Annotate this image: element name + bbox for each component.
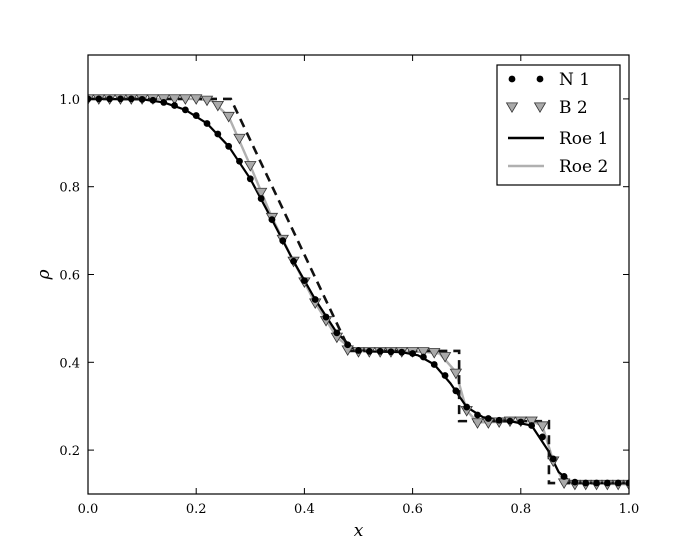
b2-marker xyxy=(200,95,214,107)
b2-marker xyxy=(211,100,225,112)
x-tick-label: 0.6 xyxy=(402,502,423,517)
b2-marker xyxy=(222,111,235,123)
n1-marker xyxy=(463,403,471,411)
series-line-dashed xyxy=(88,97,629,485)
n1-marker xyxy=(311,296,319,303)
b2-marker xyxy=(254,187,268,199)
n1-marker xyxy=(398,348,406,356)
legend: N 1 B 2 Roe 1 Roe 2 xyxy=(496,64,621,186)
n1-marker xyxy=(138,95,146,103)
n1-marker xyxy=(117,95,124,103)
x-tick-label: 0.4 xyxy=(294,502,315,517)
b2-marker xyxy=(244,161,257,172)
n1-marker xyxy=(614,479,622,487)
n1-marker xyxy=(149,96,157,104)
b2-marker xyxy=(233,133,246,145)
n1-marker xyxy=(376,347,384,355)
n1-marker xyxy=(441,372,449,379)
axis-tick-labels: 0.0 0.2 0.4 0.6 0.8 1.0 0.2 0.4 0.6 0.8 1.0 xyxy=(59,93,639,517)
legend-b2-marker xyxy=(533,102,547,114)
legend-label: Roe 1 xyxy=(559,129,608,149)
b2-marker xyxy=(449,368,463,380)
legend-n1-marker xyxy=(536,75,544,83)
n1-marker xyxy=(127,95,135,103)
x-tick-label: 0.8 xyxy=(510,502,531,517)
x-axis-label: x xyxy=(354,521,364,541)
legend-n1-marker xyxy=(508,75,516,83)
n1-marker xyxy=(387,348,395,356)
x-tick-label: 0.2 xyxy=(186,502,207,517)
n1-marker xyxy=(322,313,330,321)
n1-marker xyxy=(625,479,629,487)
n1-marker xyxy=(484,415,492,422)
n1-marker xyxy=(495,416,503,424)
n1-marker xyxy=(225,142,233,150)
b2-marker xyxy=(525,416,538,428)
y-tick-label: 0.2 xyxy=(59,444,80,459)
y-tick-label: 0.6 xyxy=(59,269,80,284)
n1-marker xyxy=(528,422,536,429)
n1-marker xyxy=(474,411,481,419)
n1-marker xyxy=(333,329,341,337)
n1-marker xyxy=(517,418,525,426)
y-axis-label: ρ xyxy=(34,270,54,281)
x-tick-label: 0.0 xyxy=(78,502,99,517)
n1-marker xyxy=(181,106,189,114)
n1-marker xyxy=(571,478,579,486)
n1-marker xyxy=(593,479,600,487)
n1-marker xyxy=(106,95,114,103)
b2-marker xyxy=(190,94,203,105)
legend-label: B 2 xyxy=(559,98,588,118)
n1-marker xyxy=(246,175,254,183)
n1-marker xyxy=(171,102,178,109)
legend-b2-marker xyxy=(505,102,519,114)
n1-marker xyxy=(603,479,611,487)
n1-marker xyxy=(214,130,222,138)
n1-marker xyxy=(355,347,362,354)
b2-marker xyxy=(168,94,181,105)
n1-marker xyxy=(203,120,211,127)
n1-marker xyxy=(344,341,352,349)
n1-marker xyxy=(268,216,276,224)
n1-marker xyxy=(430,361,438,368)
y-tick-label: 0.8 xyxy=(59,181,80,196)
n1-marker xyxy=(420,353,427,361)
n1-marker xyxy=(301,277,308,285)
b2-marker xyxy=(417,347,430,358)
n1-marker xyxy=(549,455,557,463)
n1-marker xyxy=(192,112,200,119)
n1-marker xyxy=(279,237,287,245)
b2-marker xyxy=(536,421,549,432)
n1-marker xyxy=(539,433,546,441)
legend-label: Roe 2 xyxy=(559,157,608,177)
n1-marker xyxy=(365,347,373,355)
n1-marker xyxy=(95,95,103,103)
n1-marker xyxy=(290,257,297,265)
n1-marker xyxy=(409,350,416,357)
b2-marker xyxy=(428,348,441,359)
b2-marker xyxy=(471,418,484,429)
n1-marker xyxy=(236,157,243,165)
b2-marker xyxy=(179,94,192,105)
y-tick-label: 0.4 xyxy=(59,356,80,371)
n1-marker xyxy=(582,479,590,487)
y-tick-label: 1.0 xyxy=(59,93,80,108)
x-tick-label: 1.0 xyxy=(619,502,640,517)
axis-ticks xyxy=(87,55,630,494)
n1-marker xyxy=(452,387,460,395)
legend-label: N 1 xyxy=(559,70,590,90)
plot-area xyxy=(88,94,629,491)
n1-marker xyxy=(560,473,568,480)
n1-marker xyxy=(257,195,265,202)
n1-marker xyxy=(506,417,514,425)
b2-marker xyxy=(438,352,452,363)
n1-marker xyxy=(160,99,168,106)
